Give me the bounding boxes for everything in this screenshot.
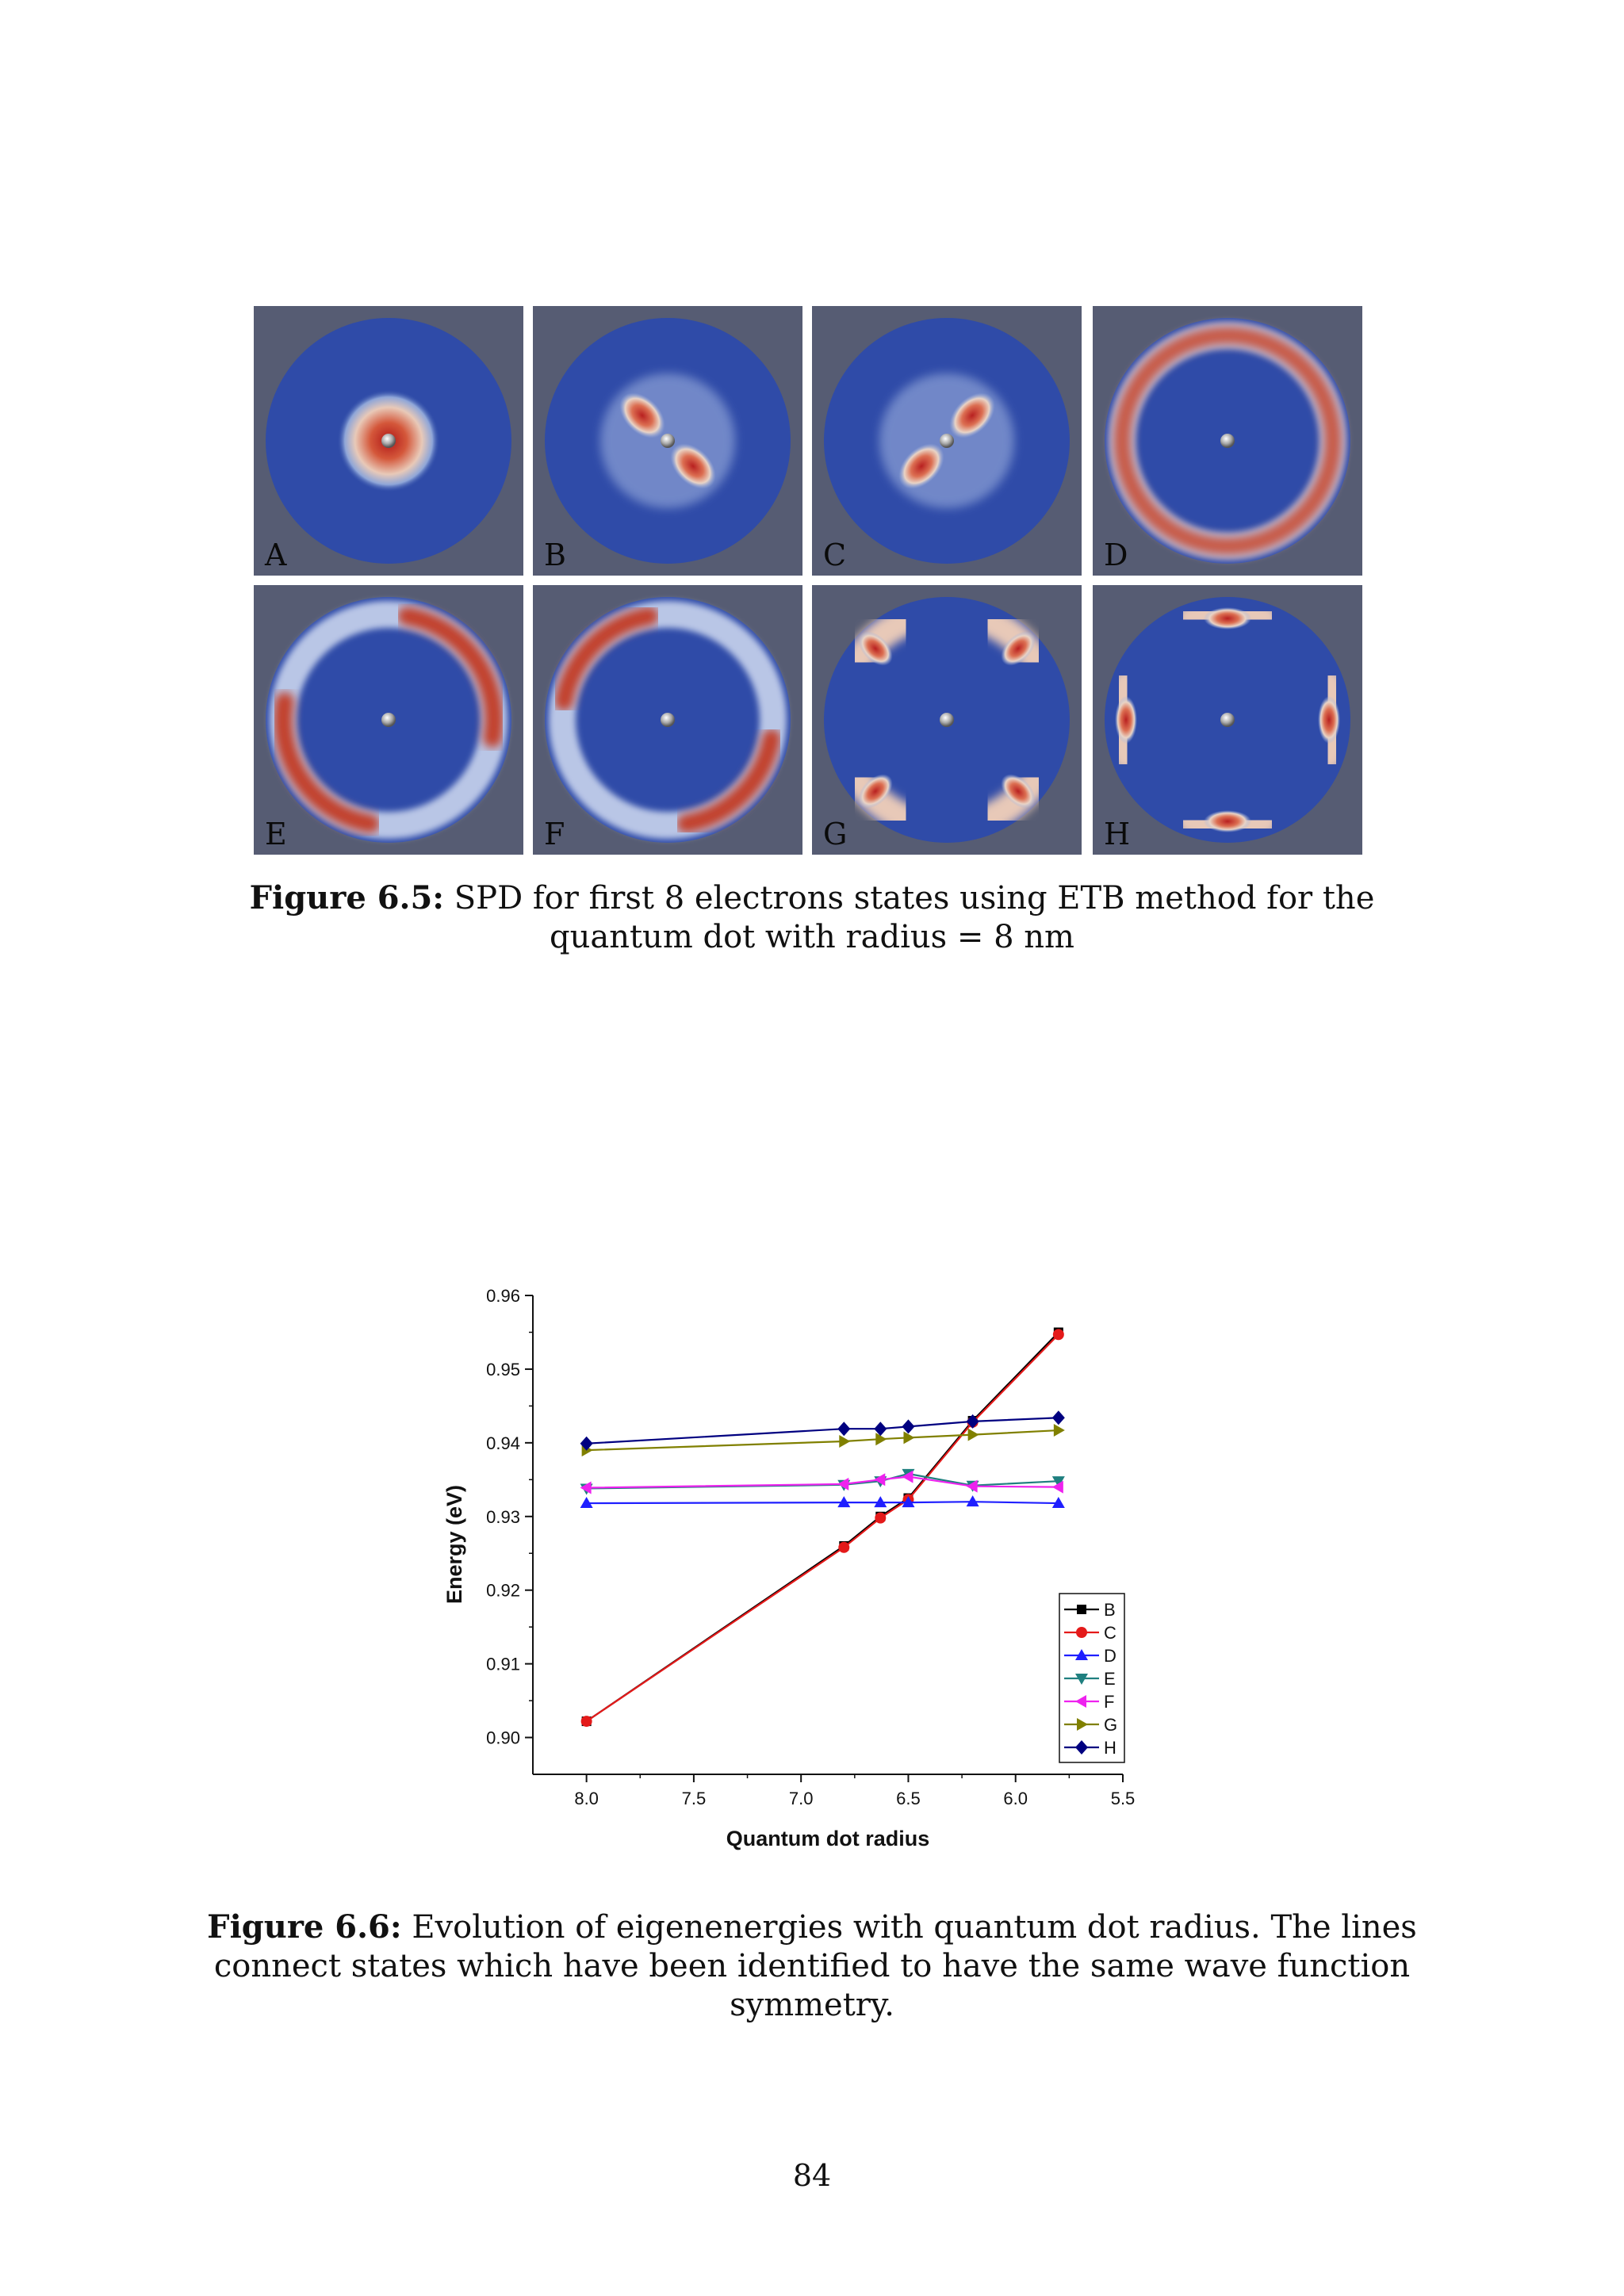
legend-label-b: B (1104, 1600, 1116, 1620)
data-point-h (874, 1422, 887, 1437)
x-tick-label: 8.0 (574, 1789, 599, 1808)
data-point-g (1053, 1424, 1065, 1437)
caption-label: Figure 6.6: (207, 1908, 402, 1946)
spd-panel-h: H (1093, 585, 1362, 855)
data-point-f (902, 1470, 914, 1483)
data-point-d (966, 1495, 979, 1507)
page-number: 84 (792, 2158, 832, 2193)
y-tick-label: 0.96 (486, 1286, 520, 1306)
data-point-c (875, 1512, 887, 1524)
legend-label-h: H (1104, 1738, 1116, 1758)
data-point-h (902, 1419, 915, 1434)
panel-label: D (1104, 538, 1128, 572)
data-point-g (967, 1428, 979, 1441)
data-point-g (903, 1431, 915, 1445)
spd-image (824, 318, 1070, 564)
x-tick-label: 6.0 (1003, 1789, 1028, 1808)
legend-marker-e (1075, 1674, 1088, 1685)
y-tick-label: 0.95 (486, 1360, 520, 1380)
spd-panel-e: E (254, 585, 523, 855)
y-tick-label: 0.93 (486, 1507, 520, 1527)
y-axis-label: Energy (eV) (442, 1485, 466, 1604)
spd-panel-a: A (254, 306, 523, 576)
series-line-d (586, 1501, 1059, 1505)
panel-label: B (544, 538, 566, 572)
spd-panel-b: B (533, 306, 802, 576)
data-point-d (874, 1496, 887, 1508)
series-line-f (586, 1475, 1059, 1489)
data-point-f (1051, 1480, 1063, 1494)
data-point-e (1051, 1476, 1065, 1488)
spd-image (266, 597, 511, 843)
panel-label: G (823, 817, 848, 851)
y-tick-label: 0.90 (486, 1728, 520, 1748)
spd-panel-c: C (812, 306, 1082, 576)
figure-6-5-panels: A B (254, 306, 1372, 859)
spd-image (1105, 597, 1350, 843)
legend-label-d: D (1104, 1646, 1116, 1666)
caption-text: SPD for first 8 electrons states using E… (444, 880, 1375, 955)
data-point-c (580, 1716, 592, 1728)
x-tick-label: 5.5 (1111, 1789, 1136, 1808)
data-point-g (875, 1433, 887, 1446)
series-line-c (586, 1334, 1059, 1723)
spd-image (266, 318, 511, 564)
caption-label: Figure 6.5: (249, 879, 445, 916)
legend-marker-h (1075, 1740, 1088, 1755)
panel-label: A (265, 538, 287, 572)
caption-text: Evolution of eigenenergies with quantum … (213, 1909, 1417, 2023)
data-point-f (966, 1479, 978, 1493)
figure-6-5-caption: Figure 6.5: SPD for first 8 electrons st… (198, 878, 1426, 957)
spd-image (824, 597, 1070, 843)
legend-marker-d (1075, 1649, 1088, 1660)
y-tick-label: 0.92 (486, 1581, 520, 1601)
series-line-h (586, 1417, 1059, 1445)
spd-panel-f: F (533, 585, 802, 855)
data-point-d (837, 1496, 851, 1508)
legend-label-c: C (1104, 1623, 1116, 1643)
spd-image (545, 318, 791, 564)
panel-label: H (1104, 817, 1131, 851)
y-tick-label: 0.91 (486, 1655, 520, 1674)
spd-image (1105, 318, 1350, 564)
legend-marker-g (1077, 1718, 1088, 1731)
x-tick-label: 6.5 (896, 1789, 921, 1808)
legend-marker-b (1077, 1605, 1086, 1614)
eigenenergy-chart: 0.90 0.91 0.92 0.93 0.94 0.95 0.96 8.0 7.5 7.0 6.5… (442, 1286, 1136, 1850)
panel-label: F (544, 817, 565, 851)
data-point-g (839, 1434, 851, 1448)
data-point-f (837, 1477, 849, 1490)
x-tick-label: 7.0 (789, 1789, 814, 1808)
legend-marker-f (1075, 1695, 1086, 1708)
panel-label: C (823, 538, 847, 572)
data-point-f (874, 1473, 886, 1487)
spd-image (545, 597, 791, 843)
x-tick-label: 7.5 (682, 1789, 707, 1808)
series-line-b (586, 1331, 1059, 1723)
data-point-d (1051, 1497, 1065, 1509)
series-line-g (586, 1429, 1059, 1452)
data-point-d (580, 1497, 593, 1509)
data-point-c (838, 1541, 850, 1553)
legend-label-f: F (1104, 1692, 1114, 1712)
y-tick-label: 0.94 (486, 1433, 520, 1453)
data-point-c (1052, 1329, 1064, 1341)
spd-panel-g: G (812, 585, 1082, 855)
data-point-h (1051, 1410, 1065, 1425)
legend-label-e: E (1104, 1669, 1116, 1689)
legend-marker-c (1076, 1627, 1087, 1638)
figure-6-6-caption: Figure 6.6: Evolution of eigenenergies w… (198, 1908, 1426, 2025)
legend-label-g: G (1104, 1715, 1117, 1735)
x-axis-label: Quantum dot radius (726, 1827, 930, 1850)
data-point-f (580, 1481, 592, 1494)
spd-panel-d: D (1093, 306, 1362, 576)
panel-label: E (265, 817, 287, 851)
data-point-d (902, 1496, 915, 1508)
data-point-h (837, 1422, 851, 1437)
data-point-h (580, 1436, 593, 1451)
data-point-h (966, 1414, 979, 1429)
